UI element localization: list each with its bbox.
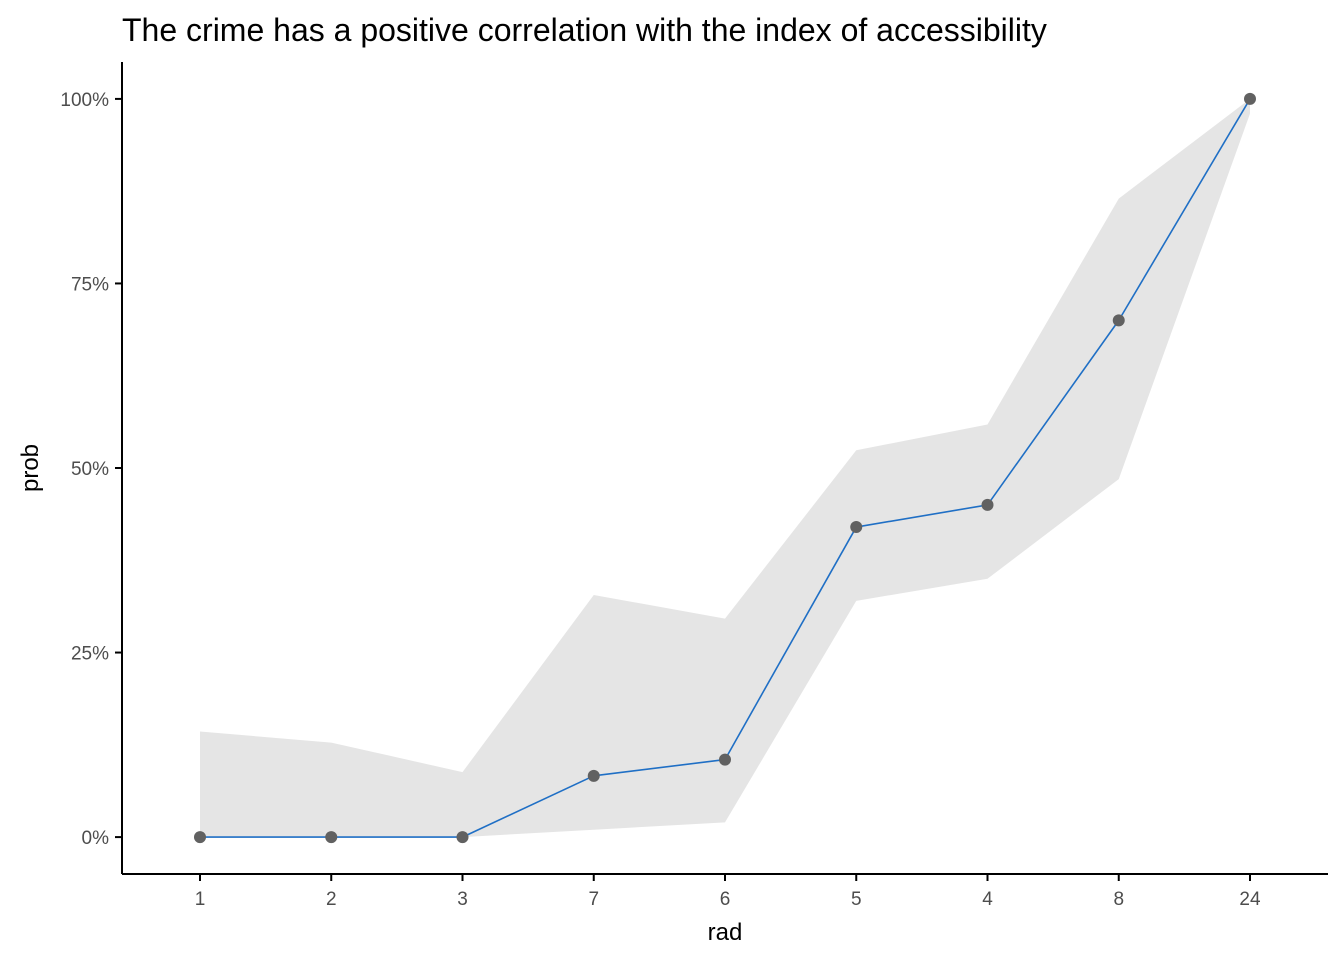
line-segment [724,526,857,760]
line-segment [986,319,1120,506]
x-axis-ticks: 1 2 3 7 6 5 4 8 24 [195,874,1261,910]
x-axis-label: rad [708,919,743,946]
x-tick-label: 24 [1239,889,1261,910]
y-tick-label: 100% [60,90,109,111]
data-point [325,831,338,844]
x-tick-label: 8 [1113,889,1124,910]
x-tick-label: 5 [851,889,862,910]
data-point [1112,314,1125,327]
plot-area [194,92,1256,844]
data-point [850,521,863,534]
y-tick-label: 75% [71,274,109,295]
data-point [587,769,600,782]
x-tick-label: 7 [588,889,599,910]
data-point [719,753,731,766]
y-axis-ticks: 0% 25% 50% 75% 100% [60,90,122,849]
x-tick-label: 1 [195,889,206,910]
x-tick-label: 6 [720,889,731,910]
data-point [456,831,469,844]
line-segment [1118,98,1251,321]
data-point [194,831,206,844]
x-tick-label: 2 [326,889,337,910]
line-segment [462,775,595,838]
y-tick-label: 0% [82,828,110,849]
x-tick-label: 3 [457,889,468,910]
y-tick-label: 50% [71,459,109,480]
y-axis-label: prob [17,444,44,492]
data-point [1244,92,1256,105]
confidence-band [200,98,1250,838]
line-segment [856,504,988,528]
x-tick-label: 4 [982,889,993,910]
y-tick-label: 25% [71,644,109,665]
line-segment [593,758,726,777]
chart-title: The crime has a positive correlation wit… [122,12,1047,48]
data-point [981,498,994,511]
